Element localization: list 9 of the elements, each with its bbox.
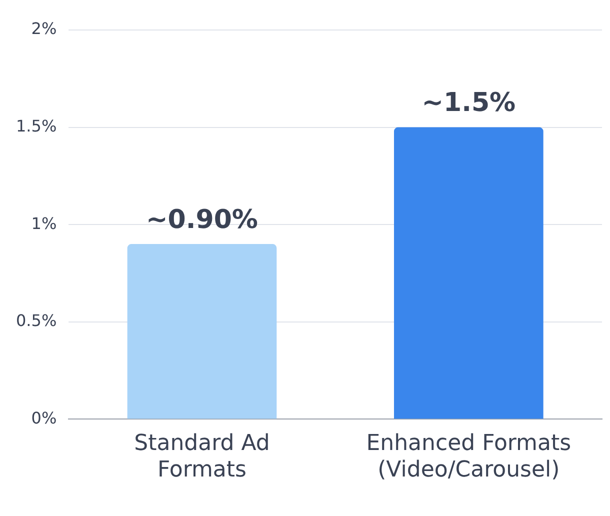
data-label: ~1.5% (422, 88, 516, 118)
y-tick-label: 1% (31, 214, 57, 233)
y-tick-label: 0% (31, 408, 57, 428)
data-label: ~0.90% (146, 204, 258, 235)
y-tick-label: 1.5% (16, 116, 57, 136)
y-tick-label: 2% (31, 19, 57, 38)
x-tick-label: Standard Ad Formats (134, 431, 270, 483)
x-tick-label: Enhanced Formats (Video/Carousel) (366, 431, 572, 483)
y-tick-label: 0.5% (16, 311, 57, 330)
